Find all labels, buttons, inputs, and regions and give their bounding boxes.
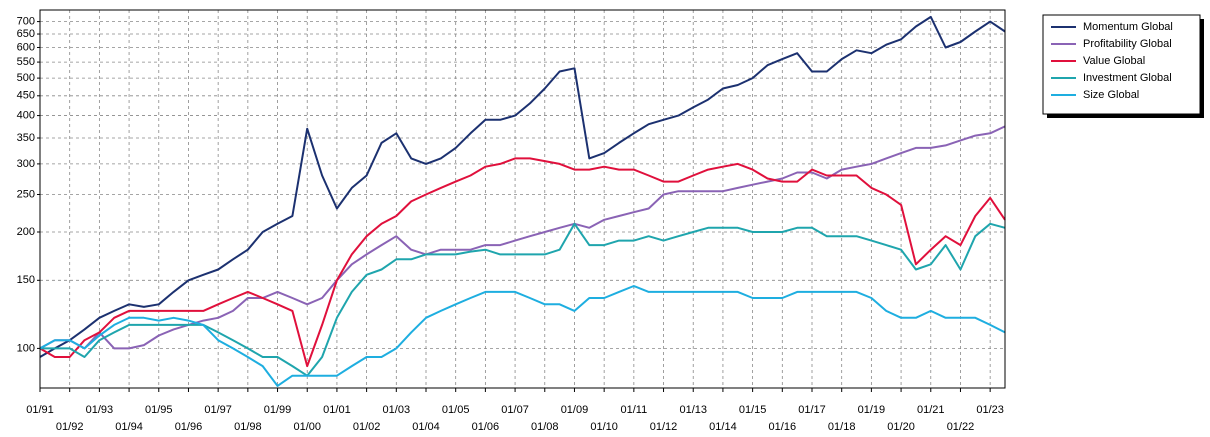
y-tick-label: 450 [17,90,35,102]
legend-label: Profitability Global [1083,38,1172,50]
y-tick-label: 300 [17,158,35,170]
x-tick-label: 01/95 [145,404,173,416]
x-tick-label: 01/14 [709,421,737,433]
legend-label: Value Global [1083,55,1145,67]
x-tick-label: 01/99 [264,404,292,416]
x-tick-label: 01/02 [353,421,381,433]
x-tick-label: 01/01 [323,404,351,416]
x-tick-label: 01/13 [679,404,707,416]
x-tick-label: 01/06 [472,421,500,433]
y-tick-label: 200 [17,226,35,238]
x-tick-label: 01/08 [531,421,559,433]
x-tick-label: 01/19 [858,404,886,416]
x-tick-label: 01/16 [769,421,797,433]
x-tick-label: 01/03 [383,404,411,416]
y-tick-label: 700 [17,15,35,27]
y-tick-label: 500 [17,72,35,84]
series-line [39,125,1006,350]
x-tick-label: 01/96 [175,421,203,433]
x-tick-label: 01/21 [917,404,945,416]
x-tick-label: 01/05 [442,404,470,416]
plot-area [40,10,1005,388]
plot-frame [39,9,1006,389]
y-tick-label: 650 [17,28,35,40]
legend-label: Size Global [1083,89,1139,101]
x-tick-label: 01/92 [56,421,84,433]
legend-label: Momentum Global [1083,21,1173,33]
y-tick-label: 400 [17,109,35,121]
x-tick-label: 01/23 [976,404,1004,416]
y-tick-label: 250 [17,188,35,200]
y-tick-label: 100 [17,342,35,354]
x-tick-label: 01/07 [501,404,529,416]
y-tick-label: 600 [17,41,35,53]
series-line [39,15,1006,358]
x-tick-label: 01/12 [650,421,678,433]
legend-box [1042,14,1201,115]
x-tick-label: 01/93 [86,404,114,416]
x-tick-label: 01/91 [26,404,54,416]
series-line [39,285,1006,387]
x-tick-label: 01/09 [561,404,589,416]
x-tick-label: 01/22 [947,421,975,433]
x-tick-label: 01/04 [412,421,440,433]
x-tick-label: 01/97 [204,404,232,416]
x-tick-label: 01/11 [620,404,647,416]
x-tick-label: 01/10 [590,421,618,433]
y-tick-label: 350 [17,132,35,144]
x-tick-label: 01/98 [234,421,262,433]
legend-label: Investment Global [1083,72,1172,84]
y-tick-label: 550 [17,56,35,68]
x-tick-label: 01/94 [115,421,143,433]
x-tick-label: 01/18 [828,421,856,433]
series-line [39,157,1006,368]
y-tick-label: 150 [17,274,35,286]
x-tick-label: 01/15 [739,404,767,416]
x-tick-label: 01/20 [887,421,915,433]
x-tick-label: 01/00 [293,421,321,433]
x-tick-label: 01/17 [798,404,826,416]
